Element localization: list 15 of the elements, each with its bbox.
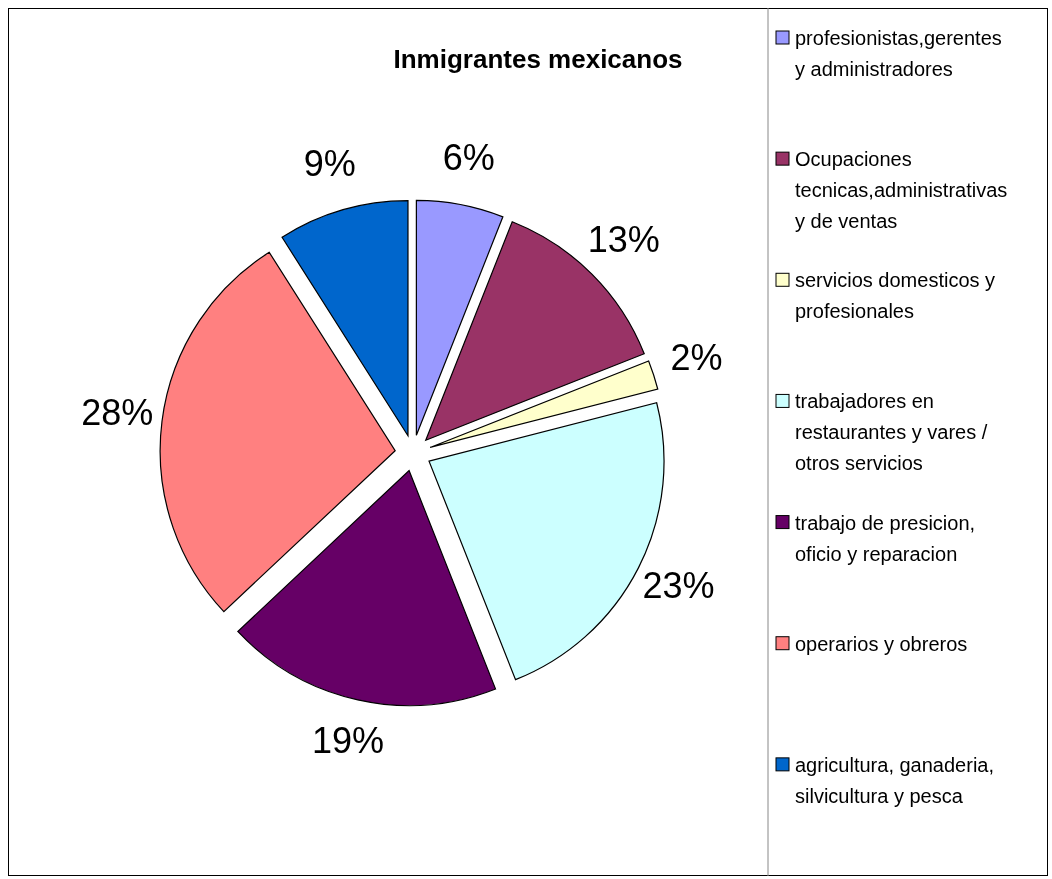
text: Inmigrantes mexicanos [393, 44, 683, 74]
data-label: 9% [303, 143, 356, 185]
legend-label: trabajo de presicion, oficio y reparacion [795, 511, 976, 565]
legend-label: profesionistas,gerentes y administradores [795, 27, 1002, 80]
data-label: 13% [587, 218, 660, 260]
data-label: 19% [311, 720, 385, 762]
data-label: 23% [642, 564, 715, 606]
legend-label: servicios domesticos y profesionales [795, 269, 996, 323]
legend-label: Ocupaciones tecnicas,administrativas y de ventas [795, 148, 1008, 233]
data-label: 6% [442, 136, 495, 178]
legend-label: operarios y obreros [795, 632, 968, 655]
data-label: 28% [81, 392, 154, 434]
data-label: 2% [670, 337, 723, 379]
legend-label: agricultura, ganaderia, silvicultura y pesca [795, 753, 995, 807]
legend-label: trabajadores en restaurantes y vares / otros servicios [795, 390, 988, 475]
